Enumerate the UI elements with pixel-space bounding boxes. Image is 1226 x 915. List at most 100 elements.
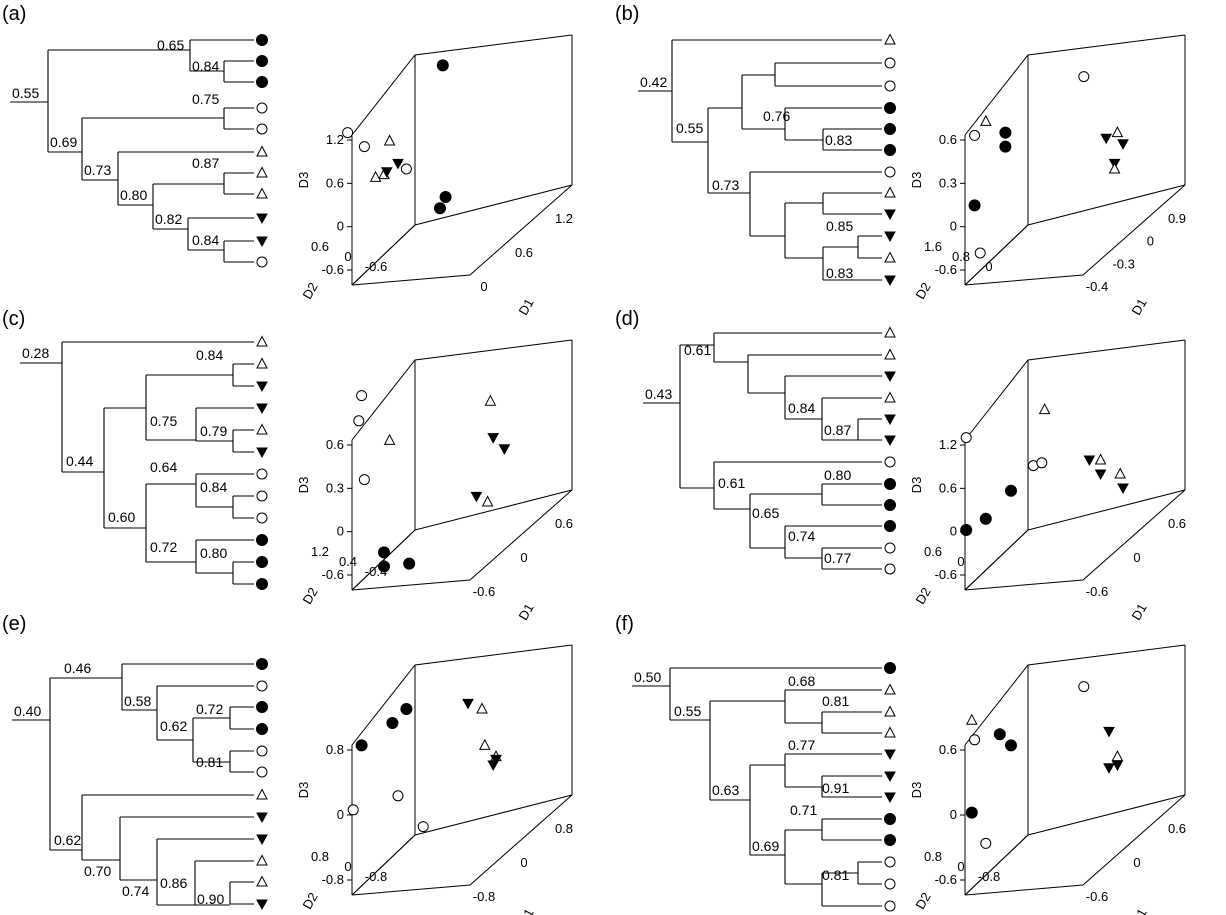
leaf-open-triangle [256, 875, 268, 887]
d2-tick-label: 0 [344, 249, 351, 264]
point-filled-triangle [1103, 763, 1115, 774]
panel-label: (b) [615, 3, 639, 25]
leaf-filled-triangle [884, 435, 896, 447]
point-open-circle [358, 141, 370, 153]
leaf-open-triangle [256, 335, 268, 347]
node-value-label: 0.74 [788, 528, 815, 544]
leaf-open-triangle [256, 357, 268, 369]
node-value-label: 0.79 [200, 423, 227, 439]
point-filled-circle [965, 806, 978, 819]
leaf-filled-triangle [884, 209, 896, 221]
node-value-label: 0.70 [84, 863, 111, 879]
d2-tick-label: -0.6 [365, 259, 387, 274]
node-value-label: 0.84 [196, 347, 223, 363]
leaf-open-triangle [256, 854, 268, 866]
point-filled-triangle [392, 158, 404, 170]
d2-tick-label: 0 [985, 259, 992, 274]
node-value-label: 0.85 [826, 218, 853, 234]
node-value-label: 0.72 [150, 539, 177, 555]
leaf-open-triangle [884, 326, 896, 338]
d1-axis-label: D1 [1128, 601, 1149, 623]
node-value-label: 0.77 [824, 550, 851, 566]
node-value-label: 0.65 [157, 37, 184, 53]
leaf-open-triangle [884, 726, 896, 738]
node-value-label: 0.28 [22, 345, 49, 361]
leaf-filled-triangle [884, 771, 896, 783]
leaf-open-circle [256, 745, 268, 757]
d3-tick-label: 0 [337, 219, 344, 234]
point-open-triangle [481, 495, 494, 507]
point-open-circle [356, 390, 368, 402]
node-value-label: 0.80 [824, 467, 851, 483]
node-value-label: 0.73 [712, 177, 739, 193]
d3-tick-label: 0 [337, 807, 344, 822]
d3-tick-label: 0.6 [939, 742, 957, 757]
panel-label: (a) [2, 3, 26, 25]
node-value-label: 0.81 [196, 754, 223, 770]
d1-tick-label: -0.6 [473, 584, 495, 599]
leaf-filled-triangle [884, 749, 896, 761]
panel-label: (c) [2, 308, 25, 330]
point-open-triangle [478, 738, 491, 750]
leaf-open-circle [256, 766, 268, 778]
leaf-filled-triangle [884, 231, 896, 243]
point-filled-circle [436, 59, 449, 72]
leaf-open-circle [884, 856, 896, 868]
point-filled-triangle [1111, 760, 1124, 772]
node-value-label: 0.50 [634, 669, 661, 685]
node-value-label: 0.55 [12, 85, 39, 101]
leaf-filled-circle [884, 520, 896, 532]
node-value-label: 0.55 [674, 703, 701, 719]
leaf-filled-circle [256, 658, 268, 670]
d2-tick-label: 0.8 [952, 249, 970, 264]
leaf-open-circle [884, 456, 896, 468]
node-value-label: 0.69 [752, 838, 779, 854]
d1-tick-label: 0.6 [1168, 516, 1186, 531]
leaf-filled-circle [884, 144, 896, 156]
node-value-label: 0.87 [824, 422, 851, 438]
leaf-filled-circle [256, 556, 268, 568]
d3-axis-label: D3 [296, 782, 311, 799]
node-value-label: 0.74 [122, 883, 149, 899]
leaf-open-circle [884, 57, 896, 69]
point-filled-triangle [1103, 726, 1115, 738]
leaf-filled-triangle [884, 792, 896, 804]
d2-tick-label: 0.6 [311, 239, 329, 254]
point-open-circle [358, 474, 370, 486]
d3-tick-label: 0 [950, 807, 957, 822]
d3-axis-label: D3 [909, 782, 924, 799]
leaf-filled-circle [884, 834, 896, 846]
point-filled-triangle [1094, 469, 1107, 481]
d1-tick-label: 0.6 [1168, 821, 1186, 836]
node-value-label: 0.61 [684, 342, 711, 358]
leaf-open-circle [884, 878, 896, 890]
d3-tick-label: 1.2 [326, 132, 344, 147]
node-value-label: 0.87 [192, 155, 219, 171]
leaf-filled-triangle [256, 236, 268, 248]
leaf-filled-triangle [256, 213, 268, 225]
d2-axis-label: D2 [299, 280, 320, 302]
d3-tick-label: -0.6 [935, 262, 957, 277]
point-open-circle [969, 129, 981, 141]
node-value-label: 0.80 [200, 545, 227, 561]
d2-tick-label: 1.6 [924, 239, 942, 254]
leaf-filled-circle [884, 123, 896, 135]
leaf-filled-circle [256, 534, 268, 546]
d1-axis-label: D1 [1128, 296, 1149, 318]
panel-label: (f) [615, 613, 634, 635]
node-value-label: 0.84 [200, 479, 227, 495]
d1-tick-label: 0 [480, 279, 487, 294]
d1-tick-label: 1.2 [555, 211, 573, 226]
point-filled-triangle [487, 433, 500, 444]
d3-tick-label: 0 [950, 219, 957, 234]
d2-axis-label: D2 [912, 890, 933, 912]
leaf-open-triangle [884, 33, 896, 45]
node-value-label: 0.72 [196, 701, 223, 717]
dendrogram: 0.43 0.61 0.84 0.87 0.61 0.65 0.80 0.74 0.77 [643, 326, 896, 575]
point-filled-circle [378, 546, 390, 559]
dendrogram: 0.28 0.44 0.84 0.75 0.79 0.60 0.64 0.84 0.72 0.80 [20, 335, 268, 590]
